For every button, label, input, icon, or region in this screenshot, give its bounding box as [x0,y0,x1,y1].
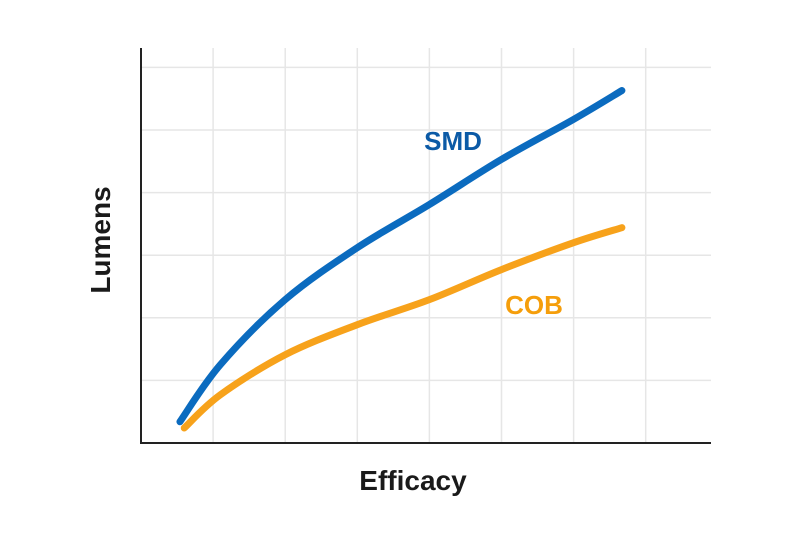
series-line-smd [176,87,626,426]
grid [141,48,711,443]
y-axis-label: Lumens [85,186,116,293]
series-label-cob: COB [505,290,563,320]
series-lines [176,87,626,432]
series-line-cob [180,224,626,432]
series-label-smd: SMD [424,126,482,156]
x-axis-label: Efficacy [359,465,467,496]
